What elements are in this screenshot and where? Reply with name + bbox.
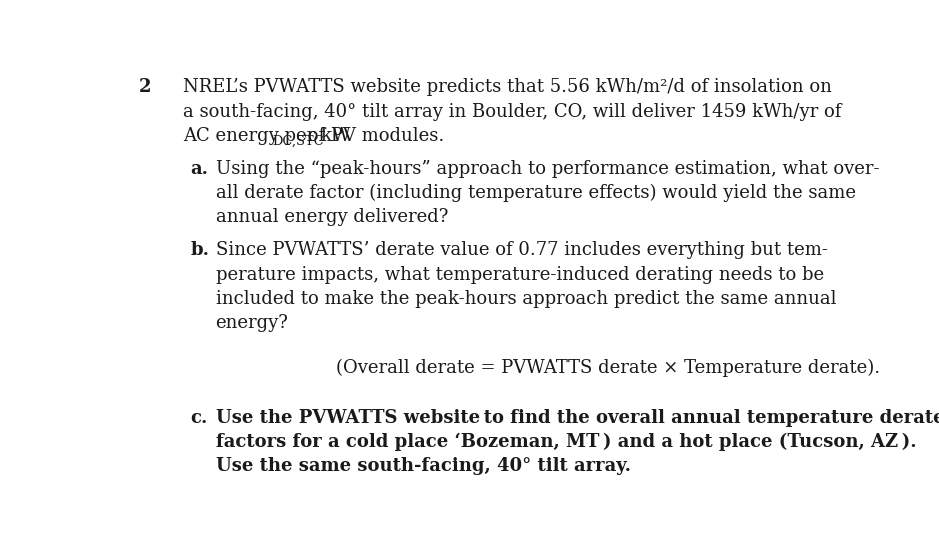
Text: Since PVWATTS’ derate value of 0.77 includes everything but tem-: Since PVWATTS’ derate value of 0.77 incl… bbox=[216, 241, 827, 259]
Text: Using the “peak-hours” approach to performance estimation, what over-: Using the “peak-hours” approach to perfo… bbox=[216, 159, 879, 177]
Text: c.: c. bbox=[191, 408, 208, 426]
Text: Use the PVWATTS website to find the overall annual temperature derate: Use the PVWATTS website to find the over… bbox=[216, 408, 939, 426]
Text: a south-facing, 40° tilt array in Boulder, CO, will deliver 1459 kWh/yr of: a south-facing, 40° tilt array in Boulde… bbox=[183, 103, 841, 121]
Text: a.: a. bbox=[191, 159, 208, 177]
Text: (Overall derate = PVWATTS derate × Temperature derate).: (Overall derate = PVWATTS derate × Tempe… bbox=[336, 359, 880, 377]
Text: AC energy per kW: AC energy per kW bbox=[183, 127, 350, 145]
Text: all derate factor (including temperature effects) would yield the same: all derate factor (including temperature… bbox=[216, 184, 855, 203]
Text: perature impacts, what temperature-induced derating needs to be: perature impacts, what temperature-induc… bbox=[216, 266, 824, 283]
Text: included to make the peak-hours approach predict the same annual: included to make the peak-hours approach… bbox=[216, 290, 836, 308]
Text: of PV modules.: of PV modules. bbox=[302, 127, 444, 145]
Text: annual energy delivered?: annual energy delivered? bbox=[216, 209, 448, 227]
Text: factors for a cold place ‘Bozeman, MT ) and a hot place (Tucson, AZ ).: factors for a cold place ‘Bozeman, MT ) … bbox=[216, 433, 916, 452]
Text: DC,STC: DC,STC bbox=[272, 135, 324, 148]
Text: energy?: energy? bbox=[216, 314, 288, 333]
Text: b.: b. bbox=[191, 241, 209, 259]
Text: 2: 2 bbox=[139, 78, 152, 96]
Text: NREL’s PVWATTS website predicts that 5.56 kWh/m²/d of insolation on: NREL’s PVWATTS website predicts that 5.5… bbox=[183, 78, 832, 96]
Text: Use the same south-facing, 40° tilt array.: Use the same south-facing, 40° tilt arra… bbox=[216, 458, 631, 476]
